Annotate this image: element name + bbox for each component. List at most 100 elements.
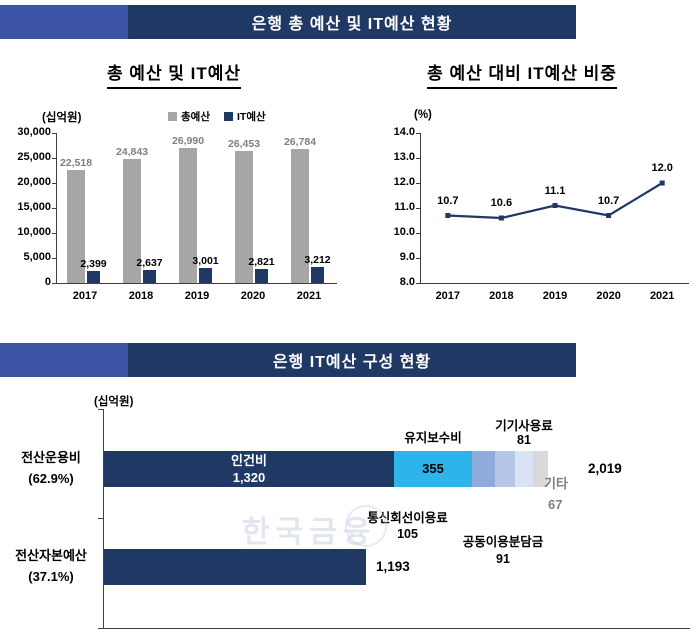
x-tick-label: 2020 [596,290,621,302]
etc-annotation-value: 67 [548,497,563,512]
row-label-capital: 전산자본예산 [15,548,87,563]
y-tick-mark [52,283,57,284]
y-tick-label: 10,000 [17,226,51,238]
legend-label-it-budget: IT예산 [236,111,266,123]
x-tick-label: 2018 [128,290,154,302]
legend-item-it-budget: IT예산 [223,109,266,124]
legend-label-total-budget: 총예산 [181,111,210,123]
section-title-1: 은행 총 예산 및 IT예산 현황 [251,16,453,33]
bar-segment-통신회선이용료 [472,451,495,487]
top-charts-row: 총 예산 및 IT예산 (십억원) 총예산 IT예산 0 5,000 10,000 1… [0,51,696,313]
bar-총예산-2018 [123,159,141,283]
x-tick-label: 2017 [435,290,461,302]
maintenance-annotation-label: 유지보수비 [404,431,462,445]
category-tick-top [98,409,103,410]
x-tick-label: 2019 [542,290,568,302]
y-tick-label: 13.0 [393,151,415,163]
x-tick-label: 2020 [240,290,266,302]
y-tick-mark [416,283,421,284]
bar-value-label: 26,453 [227,138,261,150]
y-tick-mark [52,208,57,209]
y-tick-label: 0 [44,276,51,288]
bar-value-label: 26,784 [283,136,317,148]
section-header-1: 은행 총 예산 및 IT예산 현황 [0,5,696,39]
equipment-fee-annotation-value: 81 [517,433,531,447]
point-value-label: 10.7 [597,194,620,207]
y-tick-label: 14.0 [393,126,415,138]
y-tick-mark [416,233,421,234]
segment-inside-label-인건비: 인건비 1,320 [231,453,267,485]
bar-segment-전산자본예산 [104,549,366,585]
y-tick-mark [416,183,421,184]
point-value-label: 10.7 [437,194,459,207]
bar-value-label: 2,637 [136,257,163,269]
y-tick-label: 20,000 [17,176,51,188]
y-tick-label: 8.0 [399,276,415,288]
bar-segment-인건비 [104,451,394,487]
segment-inside-label-유지보수비: 355 [422,461,444,476]
point-value-label: 12.0 [651,162,673,174]
telecom-annotation-value: 105 [397,527,418,541]
legend-item-total-budget: 총예산 [168,109,210,124]
x-tick-label: 2021 [296,290,322,302]
composition-unit-label: (십억원) [94,396,134,408]
bar-value-label: 24,843 [115,146,149,158]
composition-y-axis [103,409,104,628]
bar-value-label: 3,001 [192,255,219,267]
section-title-bar-1: 은행 총 예산 및 IT예산 현황 [128,5,576,39]
x-tick-label: 2017 [72,290,98,302]
legend-swatch-it-budget [223,112,233,121]
y-tick-mark [52,258,57,259]
bar-value-label: 2,399 [80,258,107,270]
line-marker [606,213,612,218]
y-tick-mark [52,158,57,159]
line-marker [659,180,665,186]
ratio-line-svg [445,180,665,221]
bar-IT예산-2019 [199,268,212,283]
composition-chart: (십억원) 전산운용비 (62.9%) 전산자본예산 (37.1%) 인건비 1… [0,389,696,634]
ratio-line-unit-label: (%) [414,109,432,121]
y-tick-mark [416,258,421,259]
section-title-2: 은행 IT예산 구성 현황 [272,354,432,371]
row-label-operating: 전산운용비 [21,450,81,465]
y-tick-label: 30,000 [17,126,51,138]
shared-use-annotation-label: 공동이용분담금 [462,535,544,549]
telecom-annotation-label: 통신회선이용료 [367,511,448,525]
bar-총예산-2020 [235,151,253,283]
section-header-2: 은행 IT예산 구성 현황 [0,343,696,377]
y-tick-label: 25,000 [17,151,51,163]
bar-총예산-2019 [179,148,197,283]
bar-IT예산-2020 [255,269,268,283]
bar-segment-기타 [533,451,548,487]
ratio-line-chart: 총 예산 대비 IT예산 비중 (%) 8.0 9.0 10.0 11.0 12.0 13… [348,51,696,313]
ratio-line-title-wrap: 총 예산 대비 IT예산 비중 [348,59,696,89]
y-tick-mark [52,233,57,234]
bar-IT예산-2017 [87,271,100,283]
bar-value-label: 22,518 [59,157,93,169]
capital-total-label: 1,193 [376,559,410,574]
x-tick-label: 2019 [184,290,210,302]
ratio-line-plot: 8.0 9.0 10.0 11.0 12.0 13.0 14.0 10.7 2017 10.6 20… [394,126,689,302]
budget-bar-title-wrap: 총 예산 및 IT예산 [0,59,348,89]
y-tick-label: 15,000 [17,201,51,213]
y-tick-mark [52,133,57,134]
y-tick-label: 12.0 [393,176,415,188]
y-tick-mark [416,158,421,159]
legend-swatch-total-budget [168,112,177,121]
header-accent-block-1 [0,5,128,39]
y-tick-label: 9.0 [399,251,415,263]
header-accent-block-2 [0,343,128,377]
budget-bar-chart: 총 예산 및 IT예산 (십억원) 총예산 IT예산 0 5,000 10,000 1… [0,51,348,313]
budget-bar-unit-label: (십억원) [42,112,82,124]
line-marker [552,203,558,208]
bar-IT예산-2018 [143,270,156,283]
category-tick-bottom [98,628,103,629]
row-sublabel-capital: (37.1%) [28,569,74,584]
point-value-label: 11.1 [544,184,566,197]
bar-segment-공동이용분담금 [495,451,515,487]
y-tick-label: 5,000 [23,251,51,263]
y-tick-mark [416,133,421,134]
section-title-bar-2: 은행 IT예산 구성 현황 [128,343,576,377]
bar-총예산-2021 [291,149,309,283]
budget-bar-legend: 총예산 IT예산 [168,109,266,124]
